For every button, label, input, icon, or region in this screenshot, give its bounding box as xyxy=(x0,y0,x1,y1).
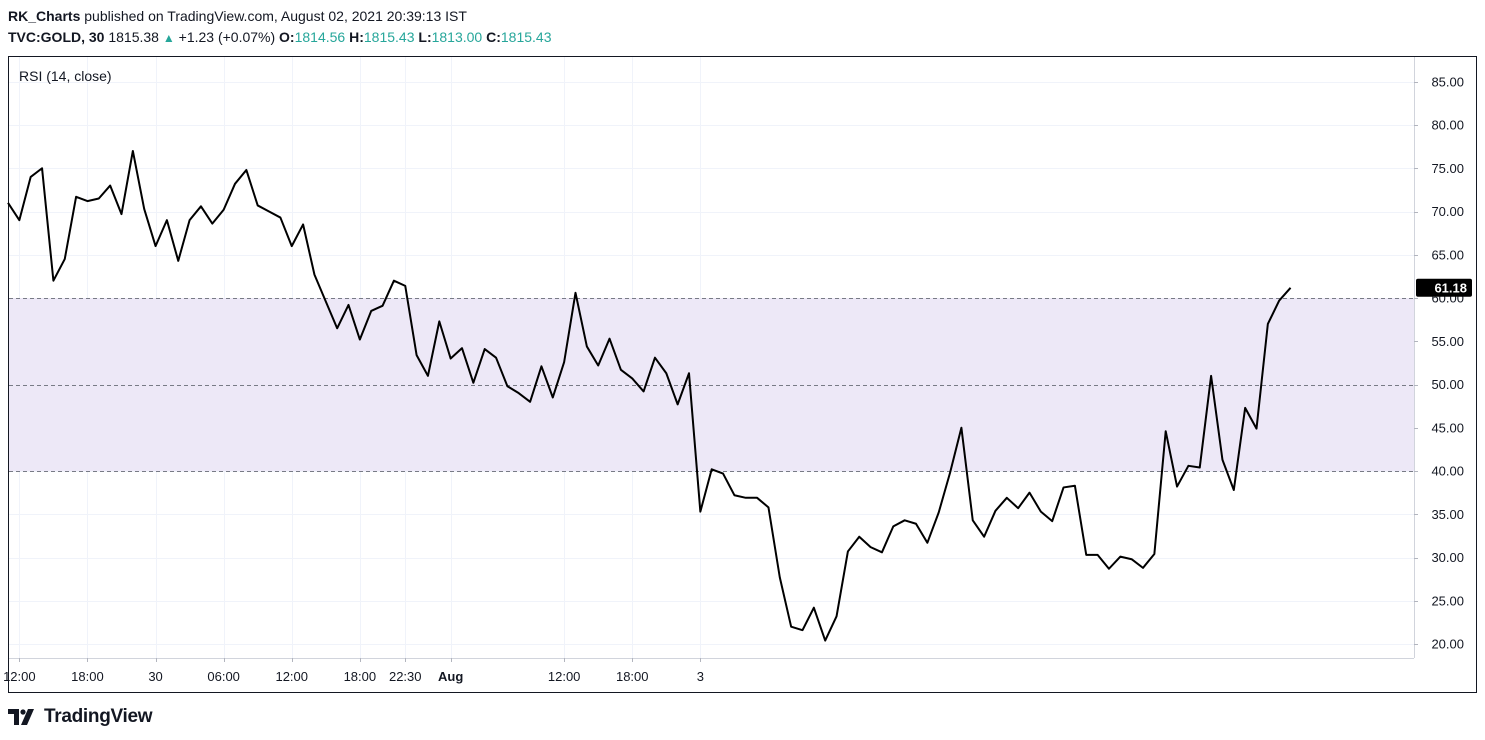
x-tick-label: Aug xyxy=(438,669,463,684)
x-tick-label: 30 xyxy=(148,669,162,684)
author-name[interactable]: RK_Charts xyxy=(8,8,81,24)
y-tick-label: 65.00 xyxy=(1431,247,1464,262)
x-tick-label: 12:00 xyxy=(275,669,308,684)
chart-frame xyxy=(8,56,1477,693)
open-value: 1814.56 xyxy=(294,29,346,45)
high-value: 1815.43 xyxy=(363,29,415,45)
price-value: 1815.38 xyxy=(108,29,159,45)
y-tick-label: 75.00 xyxy=(1431,161,1464,176)
y-tick-label: 80.00 xyxy=(1431,118,1464,133)
x-tick-label: 12:00 xyxy=(548,669,581,684)
x-axis[interactable]: 12:00 18:00 30 06:00 12:00 18:00 22:30 Aug 12:00… xyxy=(3,658,704,684)
rsi-series-line[interactable] xyxy=(7,149,1292,642)
chart-header: RK_Charts published on TradingView.com, … xyxy=(8,6,1478,47)
y-tick-label: 55.00 xyxy=(1431,334,1464,349)
published-text: published on TradingView.com, August 02,… xyxy=(84,8,467,24)
y-axis[interactable]: 20.00 25.00 30.00 35.00 40.00 45.00 50.00 55.00… xyxy=(1414,74,1464,652)
x-tick-label: 06:00 xyxy=(207,669,240,684)
y-tick-label: 20.00 xyxy=(1431,637,1464,652)
last-value-tag: 61.18 xyxy=(1416,278,1472,297)
symbol-label[interactable]: TVC:GOLD, 30 xyxy=(8,29,105,45)
price-change: +1.23 (+0.07%) xyxy=(178,29,276,45)
close-value: 1815.43 xyxy=(500,29,552,45)
y-tick-label: 85.00 xyxy=(1431,74,1464,89)
x-tick-label: 18:00 xyxy=(71,669,104,684)
x-tick-label: 3 xyxy=(697,669,704,684)
x-tick-label: 18:00 xyxy=(616,669,649,684)
rsi-band xyxy=(9,298,1414,471)
y-tick-label: 40.00 xyxy=(1431,464,1464,479)
up-triangle-icon: ▲ xyxy=(162,31,175,45)
y-tick-label: 30.00 xyxy=(1431,550,1464,565)
y-tick-label: 35.00 xyxy=(1431,507,1464,522)
rsi-chart[interactable]: 20.00 25.00 30.00 35.00 40.00 45.00 50.00 55.00… xyxy=(0,0,1485,700)
indicator-label[interactable]: RSI (14, close) xyxy=(19,68,112,84)
ohlc-line: TVC:GOLD, 30 1815.38 ▲ +1.23 (+0.07%) O:… xyxy=(8,27,1478,47)
x-tick-label: 18:00 xyxy=(344,669,377,684)
x-tick-label: 22:30 xyxy=(389,669,422,684)
y-tick-label: 50.00 xyxy=(1431,377,1464,392)
last-value-text: 61.18 xyxy=(1434,280,1467,295)
y-tick-label: 70.00 xyxy=(1431,204,1464,219)
open-label: O: xyxy=(279,29,295,45)
brand-name: TradingView xyxy=(44,706,153,727)
x-tick-label: 12:00 xyxy=(3,669,36,684)
footer: TradingView xyxy=(8,704,153,730)
high-label: H: xyxy=(349,29,364,45)
y-tick-label: 25.00 xyxy=(1431,593,1464,608)
low-label: L: xyxy=(418,29,432,45)
low-value: 1813.00 xyxy=(431,29,483,45)
y-tick-label: 45.00 xyxy=(1431,420,1464,435)
publish-line: RK_Charts published on TradingView.com, … xyxy=(8,6,1478,26)
tradingview-logo-icon xyxy=(8,709,34,725)
close-label: C: xyxy=(486,29,501,45)
